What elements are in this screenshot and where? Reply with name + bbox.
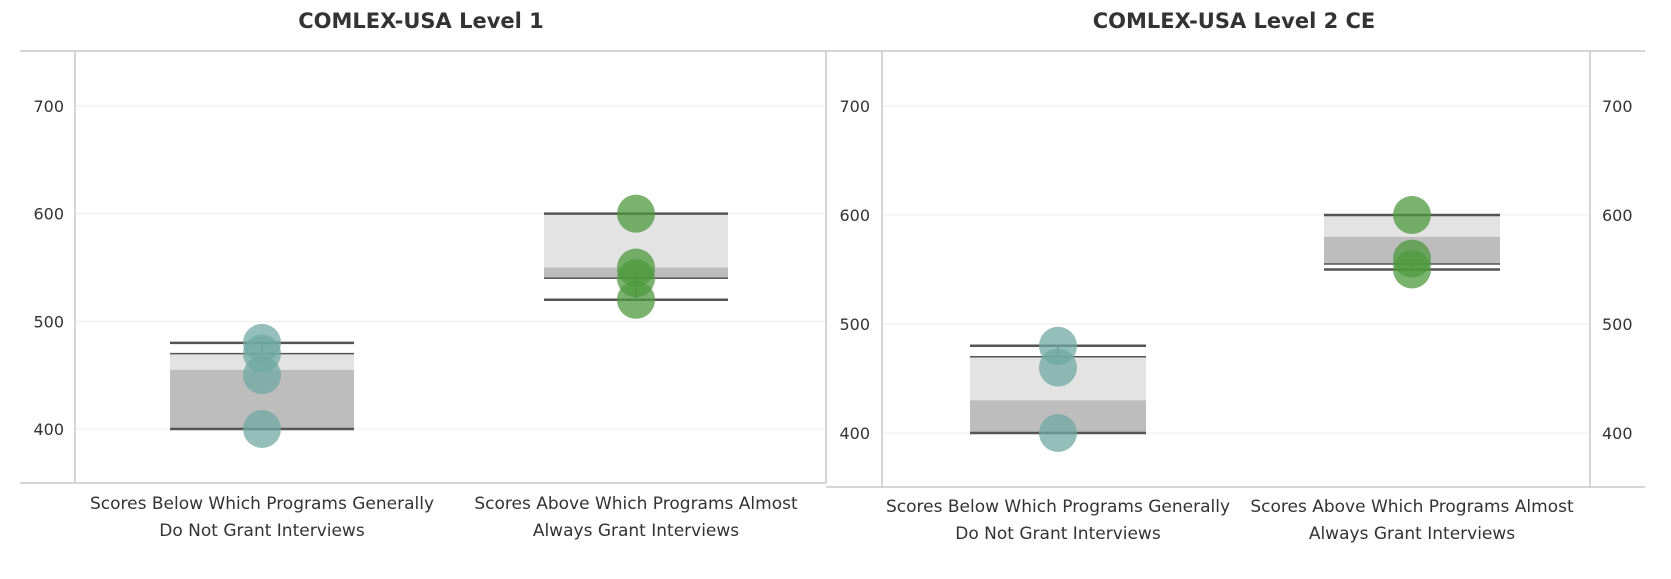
y-tick-label: 600 (839, 206, 870, 225)
data-point (617, 248, 655, 287)
y-tick-label: 500 (33, 312, 64, 331)
data-point (1039, 414, 1077, 452)
y-tick-label-right: 500 (1602, 315, 1633, 334)
y-tick-label: 400 (33, 420, 64, 439)
x-category-label: Scores Above Which Programs Almost (1250, 497, 1574, 517)
x-category-label: Scores Below Which Programs Generally (886, 497, 1230, 517)
x-category-label: Always Grant Interviews (1309, 524, 1515, 544)
data-point (243, 323, 281, 362)
x-category-label: Do Not Grant Interviews (159, 521, 365, 541)
chart-title: COMLEX-USA Level 1 (298, 9, 544, 33)
y-tick-label: 400 (839, 424, 870, 443)
chart-panel-2: COMLEX-USA Level 2 CE 400 400 500 500 600 600 7… (826, 9, 1645, 544)
y-tick-label: 600 (33, 205, 64, 224)
y-tick-label-right: 600 (1602, 206, 1633, 225)
chart-panel-1: COMLEX-USA Level 1 400 500 600 700 Scores Bel… (20, 9, 826, 541)
y-tick-label-right: 700 (1602, 97, 1633, 116)
x-category-label: Do Not Grant Interviews (955, 524, 1161, 544)
x-category-label: Scores Below Which Programs Generally (90, 494, 434, 514)
x-category-label: Scores Above Which Programs Almost (474, 494, 798, 514)
data-point (1039, 326, 1077, 365)
x-category-label: Always Grant Interviews (533, 521, 739, 541)
chart-title: COMLEX-USA Level 2 CE (1093, 9, 1376, 33)
y-tick-label: 500 (839, 315, 870, 334)
y-tick-label: 700 (33, 97, 64, 116)
data-point (617, 194, 655, 233)
data-point (1393, 196, 1431, 234)
y-tick-label-right: 400 (1602, 424, 1633, 443)
data-point (243, 410, 281, 448)
y-tick-label: 700 (839, 97, 870, 116)
data-point (1393, 239, 1431, 278)
